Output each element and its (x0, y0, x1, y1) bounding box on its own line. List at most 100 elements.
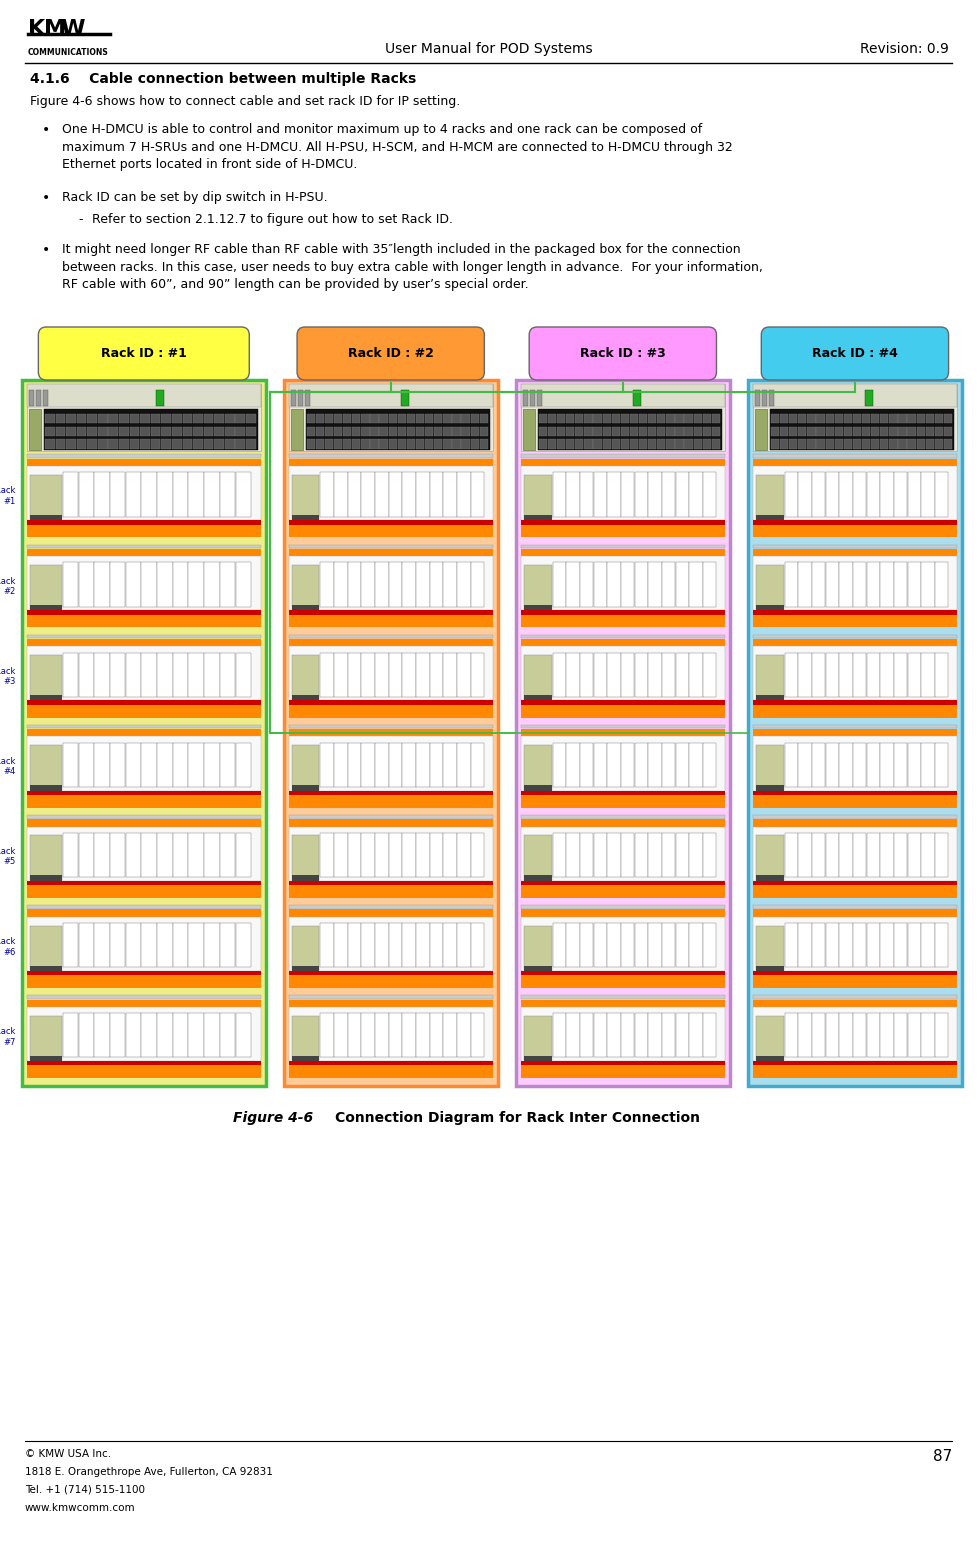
Bar (603, 413, 611, 424)
Bar (27, 724, 261, 729)
Bar (689, 652, 702, 697)
Bar (524, 966, 551, 971)
Bar (119, 439, 129, 448)
Bar (524, 835, 551, 880)
Bar (853, 439, 861, 448)
Bar (44, 410, 258, 450)
Bar (675, 923, 689, 968)
Bar (161, 413, 171, 424)
Bar (27, 465, 261, 521)
Bar (94, 472, 109, 516)
Bar (30, 475, 62, 519)
Bar (63, 652, 78, 697)
Bar (579, 923, 593, 968)
Bar (126, 562, 142, 607)
Bar (521, 880, 725, 885)
Bar (30, 966, 62, 971)
Bar (480, 439, 488, 448)
Bar (452, 439, 460, 448)
Bar (648, 923, 661, 968)
Bar (702, 1012, 716, 1057)
Bar (45, 427, 55, 436)
Bar (524, 1056, 551, 1060)
Bar (548, 413, 556, 424)
Bar (157, 652, 173, 697)
Bar (839, 743, 853, 787)
Bar (157, 562, 173, 607)
Bar (348, 923, 361, 968)
Bar (935, 743, 949, 787)
Text: Rack ID : #3: Rack ID : #3 (580, 347, 665, 361)
Bar (343, 427, 352, 436)
Bar (370, 413, 379, 424)
Bar (119, 413, 129, 424)
Bar (593, 923, 607, 968)
Bar (702, 472, 716, 516)
Bar (935, 1012, 949, 1057)
Bar (844, 439, 852, 448)
Bar (521, 905, 725, 909)
Bar (142, 832, 157, 877)
Bar (889, 427, 898, 436)
Bar (798, 427, 806, 436)
Bar (292, 875, 319, 880)
Bar (348, 743, 361, 787)
Bar (753, 909, 957, 917)
Bar (288, 820, 492, 826)
Bar (521, 556, 725, 610)
Bar (27, 905, 261, 909)
Bar (334, 472, 348, 516)
Bar (30, 875, 62, 880)
Bar (361, 427, 369, 436)
Bar (521, 1065, 725, 1079)
Bar (403, 832, 416, 877)
Bar (908, 439, 915, 448)
Bar (444, 923, 457, 968)
Bar (27, 971, 261, 975)
Bar (157, 1012, 173, 1057)
Bar (530, 390, 534, 407)
Bar (298, 390, 303, 407)
Bar (292, 966, 319, 971)
Bar (288, 971, 492, 975)
Bar (292, 926, 319, 969)
Bar (235, 439, 245, 448)
Bar (521, 465, 725, 521)
Bar (607, 743, 620, 787)
Bar (288, 729, 492, 737)
Bar (172, 427, 182, 436)
Bar (521, 1006, 725, 1060)
Bar (27, 1006, 261, 1060)
Bar (30, 926, 62, 969)
Bar (521, 975, 725, 988)
Bar (853, 562, 867, 607)
Bar (288, 917, 492, 971)
Bar (579, 743, 593, 787)
Bar (826, 832, 839, 877)
Bar (648, 562, 661, 607)
Bar (812, 923, 826, 968)
Bar (694, 439, 701, 448)
Bar (452, 427, 460, 436)
Bar (634, 1012, 648, 1057)
Bar (444, 472, 457, 516)
Bar (593, 832, 607, 877)
Bar (880, 832, 894, 877)
Bar (862, 427, 871, 436)
Bar (944, 413, 953, 424)
Bar (235, 743, 251, 787)
Bar (798, 562, 812, 607)
Bar (853, 1012, 867, 1057)
Bar (567, 743, 579, 787)
Bar (457, 562, 471, 607)
Bar (306, 410, 489, 450)
Bar (204, 652, 220, 697)
Bar (27, 917, 261, 971)
Bar (110, 923, 125, 968)
Bar (389, 652, 403, 697)
Bar (94, 1012, 109, 1057)
Bar (283, 381, 497, 1086)
Bar (471, 562, 485, 607)
Bar (56, 427, 65, 436)
Bar (521, 640, 725, 646)
